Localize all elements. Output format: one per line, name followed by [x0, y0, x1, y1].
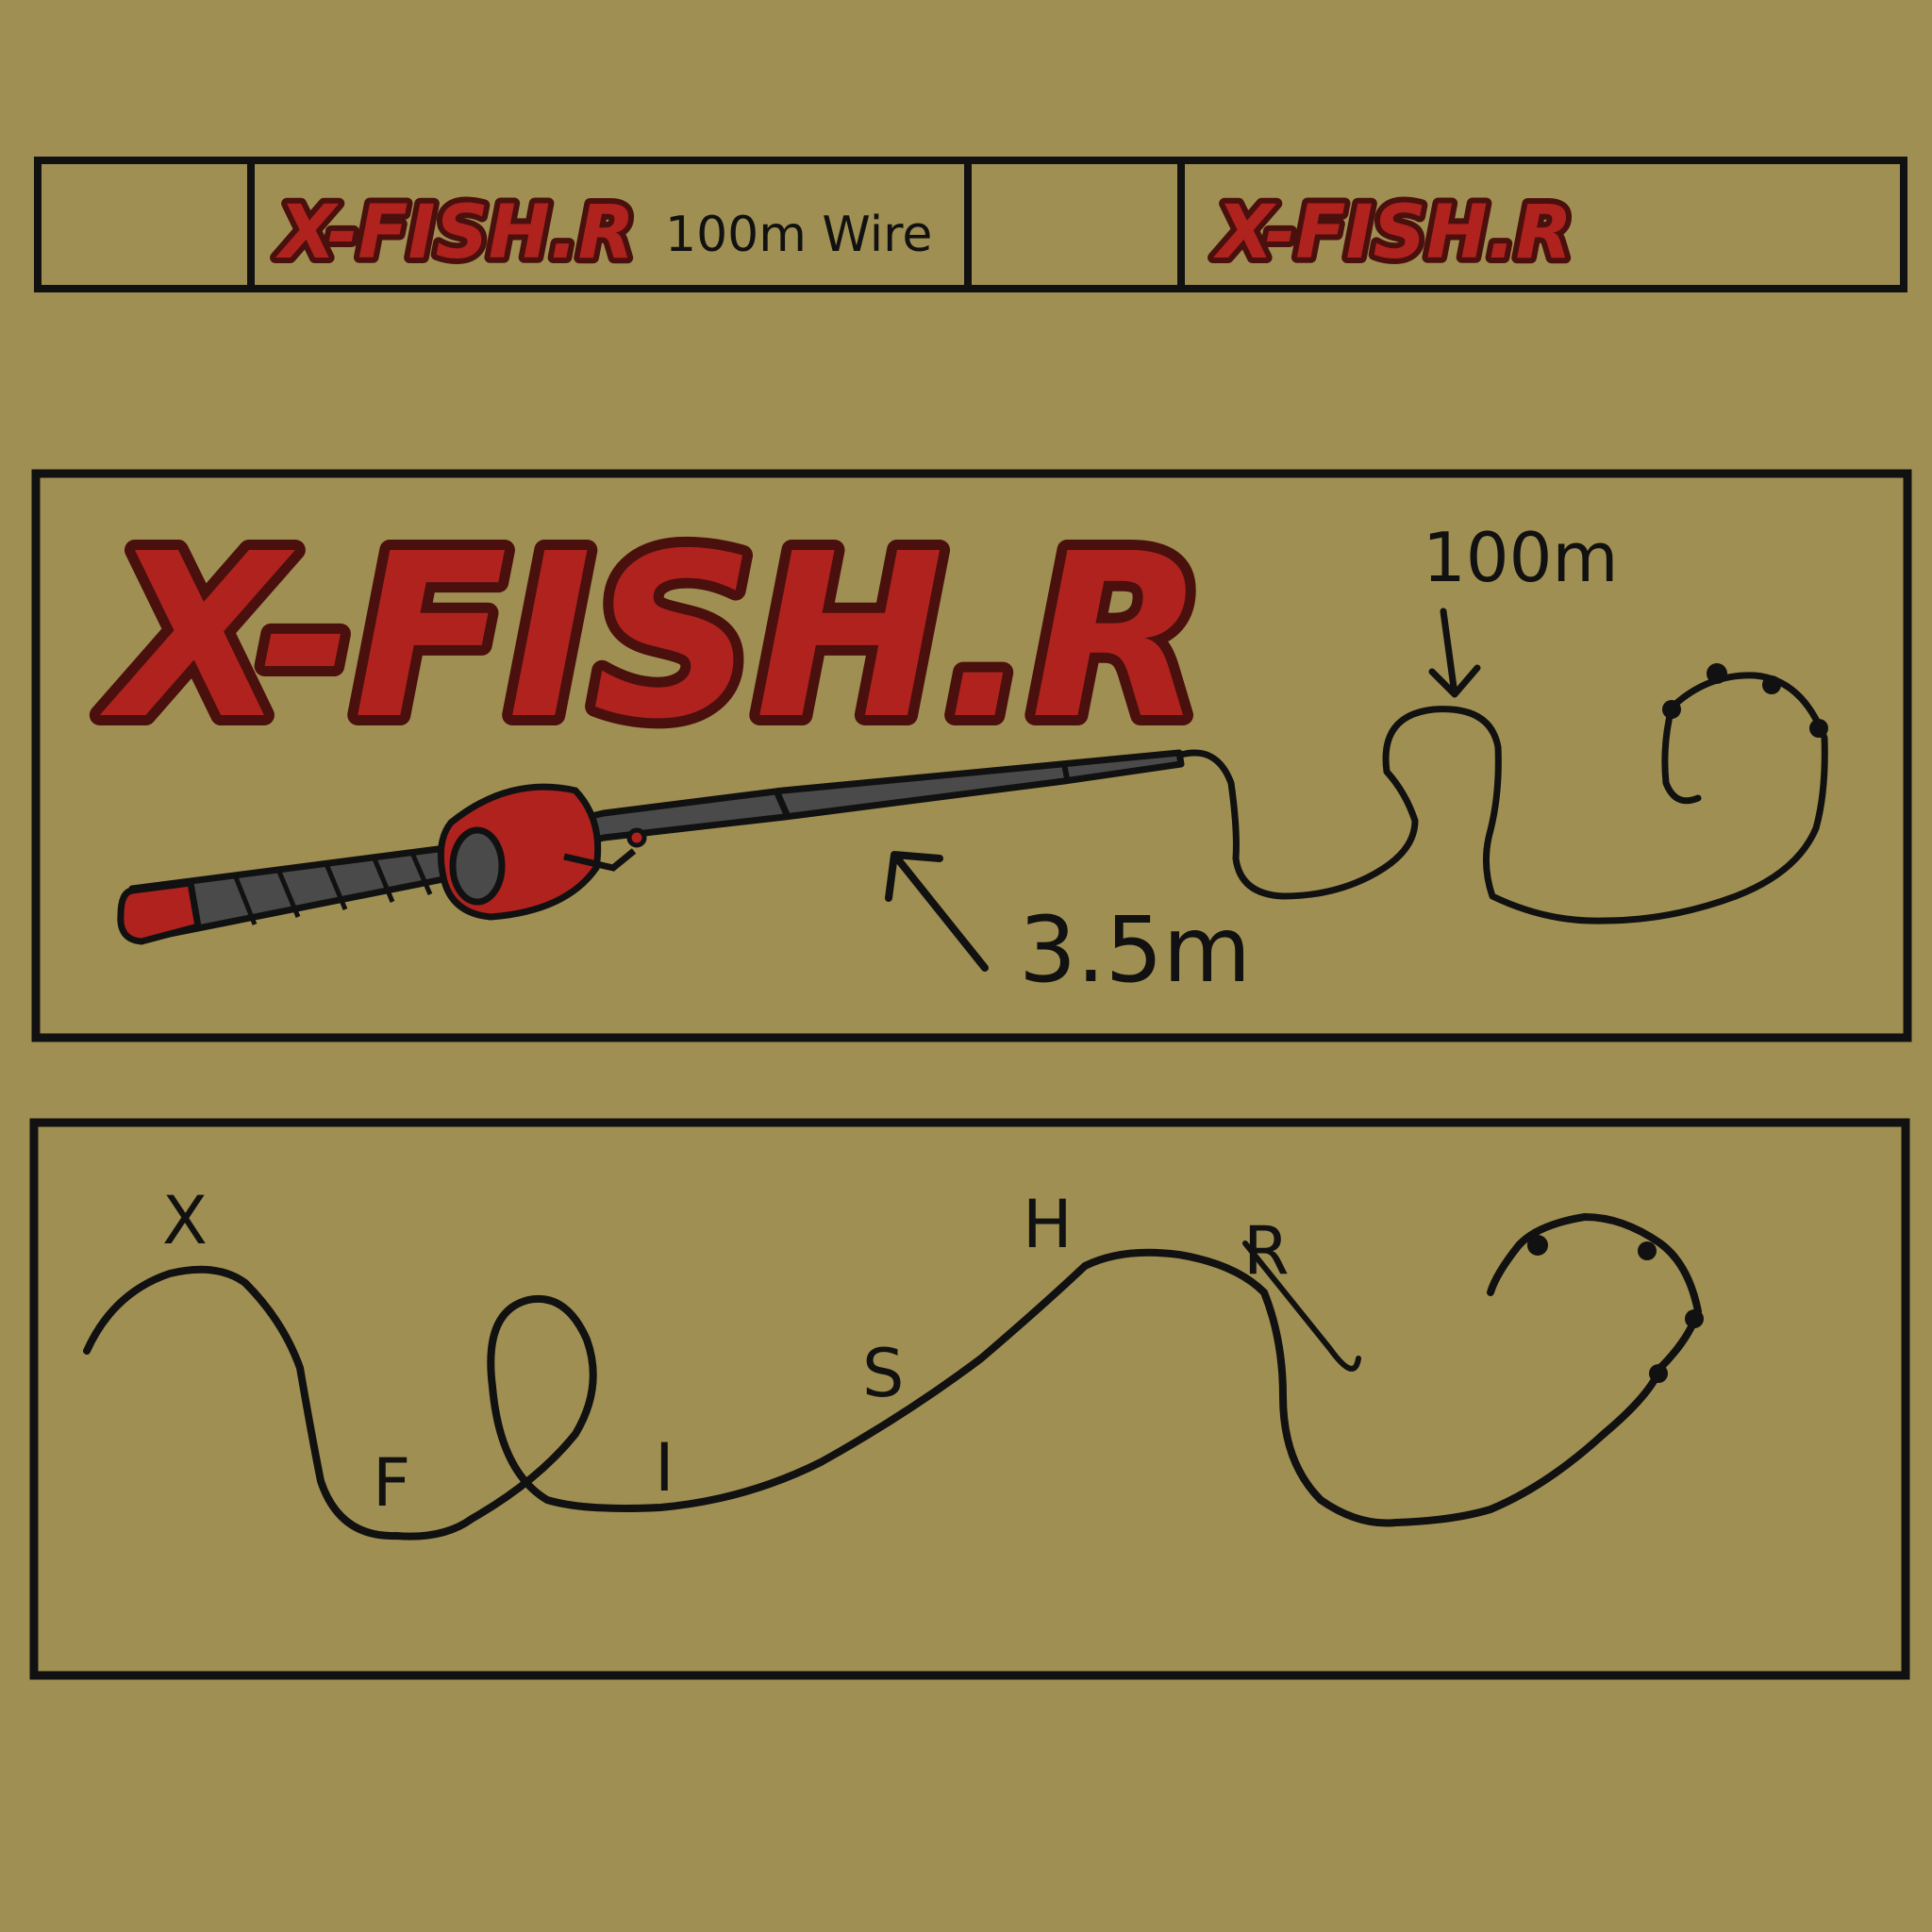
wire-letter: H	[1023, 1186, 1073, 1263]
strip-logo-2: X-FISH.R	[1213, 191, 1573, 275]
strip-logo-1: X-FISH.R	[275, 191, 635, 275]
wire-length-label: 100m	[1423, 518, 1619, 597]
wire-letter: S	[862, 1335, 904, 1412]
rod-ferrule	[1061, 763, 1071, 784]
wire-letter: X	[162, 1182, 208, 1259]
letter-wire	[83, 1213, 1702, 1541]
strip-wire-label: 100m Wire	[665, 207, 932, 263]
wire-length-arrow	[1428, 608, 1481, 698]
reel-knob	[626, 827, 647, 848]
wire-beads	[1662, 663, 1828, 738]
rod-length-arrow	[885, 851, 989, 972]
reel-handle	[563, 848, 637, 872]
grip-wraps	[233, 850, 433, 925]
fishing-rod-illustration	[117, 749, 1185, 945]
wire-beads	[1527, 1235, 1704, 1383]
label-strip: X-FISH.R 100m Wire X-FISH.R	[34, 157, 1907, 292]
wire-panel: X F I S H R	[29, 1118, 1910, 1680]
rod-butt-cap	[117, 879, 202, 945]
fishing-wire	[1177, 672, 1828, 924]
product-panel: X-FISH.R	[31, 469, 1912, 1042]
rod-length-label: 3.5m	[1019, 897, 1251, 1003]
wire-letter: R	[1243, 1212, 1290, 1290]
product-panel-frame	[31, 469, 1912, 1042]
wire-panel-frame	[29, 1118, 1910, 1680]
rod-ferrule	[772, 787, 792, 821]
wire-hook	[1242, 1241, 1361, 1372]
main-logo: X-FISH.R	[99, 505, 1205, 769]
reel-spool	[449, 826, 506, 906]
wire-letter: I	[655, 1429, 675, 1507]
wire-letter: F	[373, 1444, 410, 1522]
